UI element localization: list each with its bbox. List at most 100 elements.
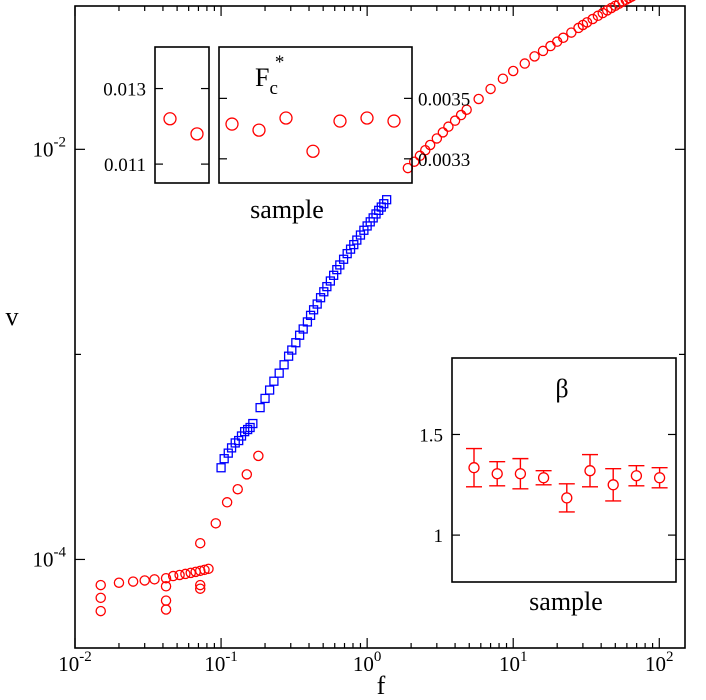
inset-data-point [607, 479, 619, 491]
y-tick-label: 10-2 [33, 134, 67, 161]
data-point-circle [624, 0, 634, 4]
y-tick-base: 10 [33, 547, 54, 571]
data-point-square [325, 276, 336, 286]
data-point-circle [620, 0, 632, 6]
data-point-square [264, 385, 275, 395]
data-point-square [223, 448, 233, 458]
data-point-square [302, 317, 313, 327]
data-point-square [242, 424, 253, 435]
data-point-circle [628, 0, 636, 2]
inset-data-point [360, 111, 374, 125]
inset-data-point [630, 470, 643, 482]
inset-fc-title-main: F [255, 63, 269, 92]
inset-fc-title-sub: c [269, 78, 277, 99]
x-tick-exp: -1 [225, 649, 238, 665]
data-point-square [319, 287, 329, 297]
data-point-circle [424, 139, 436, 151]
data-point-circle [408, 156, 420, 167]
data-point-square [274, 368, 284, 378]
data-point-circle [167, 570, 179, 582]
data-point-circle [449, 115, 461, 126]
inset-y-tick-label: 1 [434, 526, 444, 547]
x-tick-label: 101 [499, 649, 528, 676]
data-point-circle [127, 576, 139, 587]
inset-fc-content: 0.0033 0.0035 [219, 89, 470, 171]
inset-left-frame [154, 46, 210, 184]
inset-data-point [514, 468, 527, 480]
data-point-circle [149, 574, 160, 585]
data-point-square [329, 270, 339, 280]
data-point-circle [519, 58, 531, 69]
data-point-circle [581, 17, 593, 28]
y-tick-exp: -4 [54, 544, 67, 560]
data-point-circle [587, 13, 598, 25]
data-point-circle [95, 592, 106, 604]
data-point-square [305, 310, 316, 321]
x-tick-base: 10 [499, 652, 520, 676]
data-point-square [269, 376, 279, 386]
x-tick-label: 10-1 [204, 649, 238, 676]
data-point-square [248, 418, 258, 429]
inset-data-point [279, 111, 293, 125]
data-point-circle [253, 450, 264, 462]
data-point-circle [194, 537, 206, 549]
data-point-square [260, 393, 270, 404]
data-point-circle [485, 83, 496, 95]
x-tick-exp: 1 [520, 649, 528, 665]
data-point-circle [455, 109, 467, 121]
y-tick-exp: -2 [54, 134, 67, 150]
data-point-circle [95, 579, 106, 591]
x-tick-base: 10 [58, 652, 79, 676]
x-tick-label: 10-2 [58, 649, 92, 676]
inset-data-point [468, 462, 480, 474]
data-point-circle [113, 577, 125, 588]
data-point-circle [210, 518, 222, 529]
data-point-square [279, 360, 289, 370]
data-point-circle [507, 65, 519, 77]
inset-top-xlabel: sample [250, 195, 324, 224]
data-point-circle [160, 581, 172, 592]
data-point-square [216, 463, 226, 473]
x-tick-base: 10 [353, 652, 374, 676]
inset-data-point [190, 127, 204, 141]
inset-data-point [333, 114, 347, 128]
x-tick-base: 10 [204, 652, 225, 676]
inset-data-point [561, 492, 573, 504]
x-tick-exp: 2 [666, 649, 674, 665]
data-point-circle [160, 604, 172, 615]
inset-data-point [653, 472, 666, 484]
data-point-circle [139, 575, 150, 586]
main-axis-ticks [74, 6, 685, 648]
x-tick-label: 100 [353, 649, 382, 676]
data-point-circle [545, 40, 556, 52]
data-point-square [255, 402, 265, 413]
inset-y-tick-label: 0.0035 [418, 89, 470, 110]
inset-beta-content: 11.5 [419, 425, 676, 547]
inset-y-tick-label: 0.011 [104, 155, 146, 176]
inset-data-point [584, 465, 596, 477]
inset-y-tick-label: 1.5 [419, 425, 443, 446]
inset-data-point [225, 117, 239, 131]
data-point-circle [199, 564, 210, 576]
inset-data-point [491, 468, 503, 480]
y-tick-base: 10 [33, 137, 54, 161]
data-point-square [283, 351, 294, 361]
y-axis-title: v [6, 302, 19, 331]
data-point-circle [566, 27, 577, 38]
data-point-circle [95, 605, 106, 617]
data-point-circle [174, 569, 185, 581]
x-axis-title: f [377, 671, 386, 700]
data-point-square [374, 205, 384, 216]
main-series [95, 0, 636, 617]
data-point-circle [180, 568, 191, 580]
x-tick-exp: -2 [79, 649, 92, 665]
data-point-circle [194, 583, 206, 594]
data-point-circle [221, 497, 233, 508]
data-point-square [376, 202, 386, 212]
main-plot-frame [74, 5, 686, 649]
data-point-circle [529, 51, 540, 62]
data-point-circle [414, 150, 426, 162]
inset-data-point [387, 114, 401, 128]
